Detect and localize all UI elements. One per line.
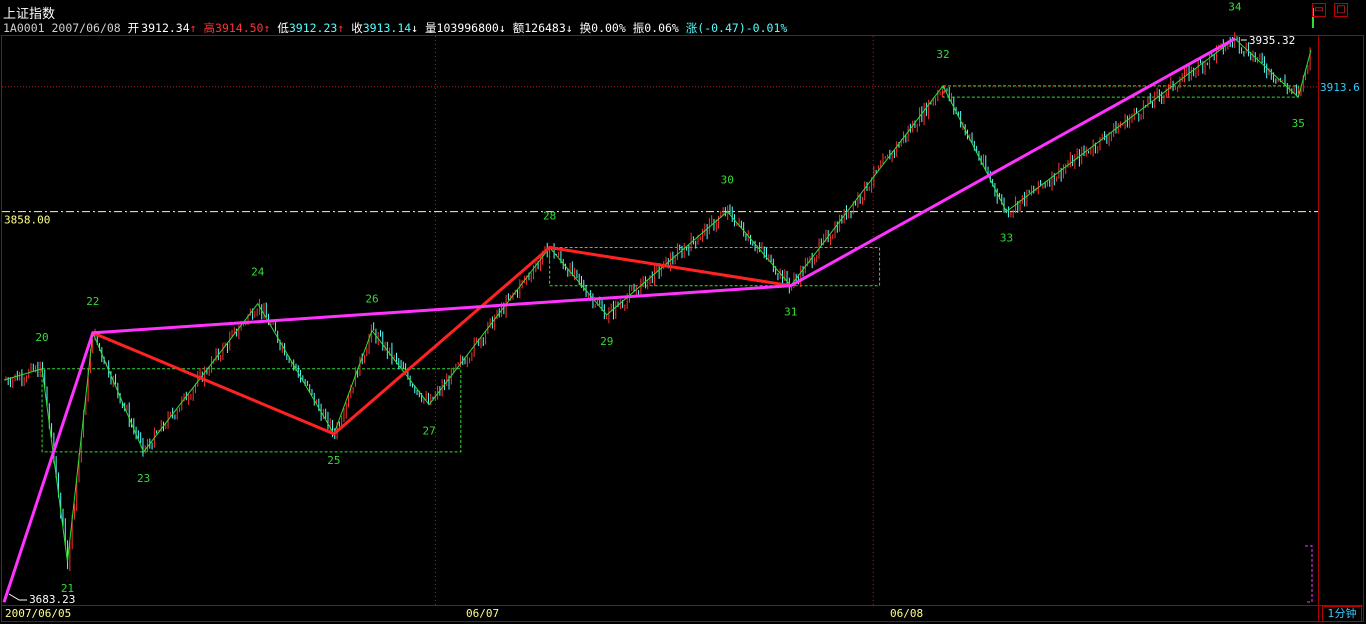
amplitude-value: 0.06% [644, 21, 679, 35]
wave-label-27: 27 [422, 425, 435, 438]
quote-bar: 1A0001 2007/06/08 开 3912.34↑ 高3914.50↑ 低3… [3, 20, 787, 36]
consolidation-box [41, 368, 462, 453]
turnover-value: 0.00% [591, 21, 626, 35]
close-value: 3913.14 [362, 21, 412, 35]
chart-frame [1, 35, 1364, 622]
close-arrow-icon: ↓ [411, 21, 419, 35]
wave-label-30: 30 [721, 174, 734, 187]
wave-line [3, 38, 1312, 562]
wave-label-35: 35 [1292, 117, 1305, 130]
volume-marker [1305, 545, 1313, 603]
index-code: 1A0001 [3, 21, 45, 35]
wave-label-24: 24 [251, 266, 265, 279]
restore-button[interactable]: ▭ [1312, 3, 1326, 17]
wave-label-20: 20 [35, 331, 48, 344]
consolidation-box [549, 247, 881, 287]
amount-value: 126483 [524, 21, 566, 35]
volume-label: 量 [425, 21, 437, 35]
level-value-label: 3858.00 [4, 214, 50, 227]
x-axis-label-0: 2007/06/05 [5, 607, 72, 620]
open-arrow-icon: ↑ [189, 21, 197, 35]
amplitude-label: 振 [632, 21, 645, 35]
min-leader [8, 593, 28, 601]
turnover-label: 换 [579, 21, 592, 35]
x-axis-label-1: 06/07 [466, 607, 500, 620]
low-label: 低 [277, 21, 289, 35]
amount-arrow-icon: ↓ [565, 21, 573, 35]
consolidation-box [942, 85, 1299, 98]
wave-label-28: 28 [543, 210, 556, 223]
change-value: (-0.47)-0.01% [697, 21, 788, 35]
wave-label-29: 29 [600, 335, 613, 348]
x-axis-label-2: 06/08 [890, 607, 924, 620]
close-label: 收 [351, 21, 363, 35]
low-arrow-icon: ↑ [337, 21, 345, 35]
open-value: 3912.34 [141, 21, 190, 35]
index-title: 上证指数 [3, 7, 56, 22]
quote-date: 2007/06/08 [51, 21, 121, 35]
wave-label-21: 21 [61, 582, 74, 595]
wave-label-31: 31 [784, 306, 797, 319]
amount-label: 额 [512, 21, 525, 35]
volume-value: 103996800 [436, 21, 499, 35]
wave-label-26: 26 [365, 293, 378, 306]
change-label: 涨 [685, 21, 698, 35]
primary-trend-line [92, 245, 791, 436]
period-button[interactable]: 1分钟 [1322, 606, 1362, 622]
wave-label-22: 22 [86, 295, 99, 308]
max-price-label: 3935.32 [1249, 34, 1295, 47]
low-value: 3912.23 [288, 21, 338, 35]
open-label: 开 [127, 21, 140, 35]
wave-label-23: 23 [137, 472, 150, 485]
major-trend-line [2, 37, 1236, 603]
wave-label-33: 33 [1000, 232, 1013, 245]
volume-arrow-icon: ↓ [498, 21, 506, 35]
maximize-button[interactable]: □ [1334, 3, 1348, 17]
wave-label-32: 32 [936, 48, 949, 61]
wave-label-34: 34 [1228, 1, 1242, 14]
last-price-label: 3913.6 [1320, 81, 1360, 94]
wave-label-25: 25 [327, 454, 340, 467]
high-value: 3914.50 [215, 21, 264, 35]
high-arrow-icon: ↑ [263, 21, 271, 35]
high-label: 高 [203, 21, 216, 35]
min-price-label: 3683.23 [29, 593, 75, 606]
